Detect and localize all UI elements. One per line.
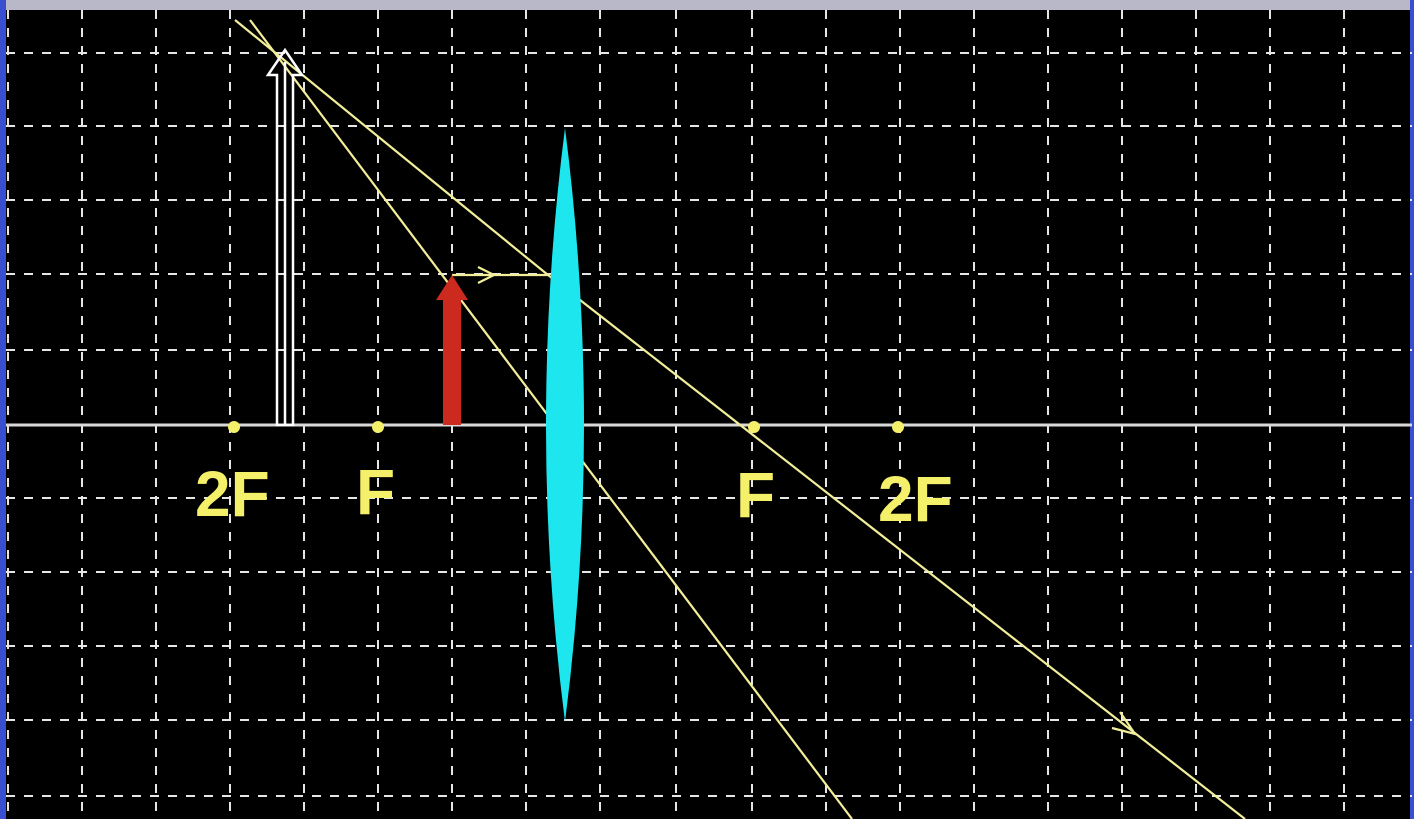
focal-points [228,421,904,433]
light-rays [234,19,1246,819]
virtual-image-arrow-icon [265,47,305,427]
focal-point-right-2f [892,421,904,433]
ray-arrowhead-incident [477,266,497,284]
label-left-2f: 2F [195,458,270,530]
label-right-2f: 2F [878,463,953,535]
ray-parallel-backtrace [234,19,549,276]
window-right-border [1410,0,1414,819]
object-arrow-icon [436,275,468,425]
converging-lens-icon [546,128,584,722]
focal-point-left-f [372,421,384,433]
window-left-border [0,0,6,819]
focal-point-left-2f [228,421,240,433]
ray-arrowhead-refracted [1111,711,1138,736]
window-top-border [0,0,1414,10]
label-right-f: F [736,459,775,531]
focal-point-right-f [748,421,760,433]
ray-parallel-refracted [547,274,1246,819]
dashed-grid [6,10,1412,819]
label-left-f: F [356,456,395,528]
